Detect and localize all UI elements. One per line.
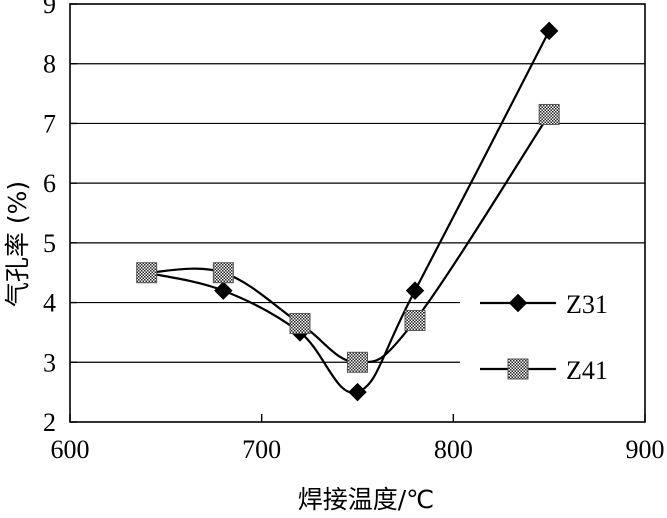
data-point-z31-750 (348, 382, 367, 402)
data-point-z41-780 (404, 309, 426, 331)
data-point-z31-680 (214, 281, 233, 300)
legend-label-z41: Z41 (566, 356, 608, 385)
x-tick-label-600: 600 (51, 435, 90, 464)
y-tick-label-7: 7 (43, 109, 56, 138)
data-point-z41-750 (347, 351, 368, 373)
y-tick-label-3: 3 (43, 348, 56, 377)
legend-label-z31: Z31 (566, 290, 608, 319)
axes (69, 3, 646, 423)
y-tick-label-8: 8 (43, 50, 56, 79)
grid-lines (70, 63, 645, 363)
series-z41 (136, 103, 560, 373)
y-tick-label-5: 5 (43, 229, 56, 258)
legend-marker-z31 (508, 293, 528, 313)
x-tick-label-700: 700 (242, 435, 281, 464)
x-axis-title: 焊接温度/℃ (298, 485, 435, 514)
data-point-z41-720 (289, 312, 311, 334)
y-tick-label-4: 4 (43, 289, 56, 318)
y-axis-title: 气孔率 (%) (3, 181, 32, 307)
y-tick-label-2: 2 (43, 408, 56, 437)
series (136, 21, 560, 402)
legend: Z31 Z41 (480, 290, 608, 385)
plot-frame (69, 3, 646, 423)
data-point-z41-680 (212, 262, 234, 284)
series-line-z41 (146, 113, 551, 364)
data-point-z31-780 (405, 281, 425, 300)
x-tick-label-900: 900 (626, 435, 665, 464)
series-z31 (137, 21, 559, 402)
x-tick-label-800: 800 (434, 435, 473, 464)
data-point-z31-850 (539, 21, 559, 41)
y-tick-label-9: 9 (43, 0, 56, 19)
data-point-z41-850 (538, 103, 560, 125)
y-tick-label-6: 6 (43, 169, 56, 198)
legend-marker-z41 (507, 358, 529, 380)
tick-labels: 600 700 800 900 2 3 4 5 6 7 8 9 (43, 0, 665, 464)
data-point-z41-640 (136, 262, 158, 284)
